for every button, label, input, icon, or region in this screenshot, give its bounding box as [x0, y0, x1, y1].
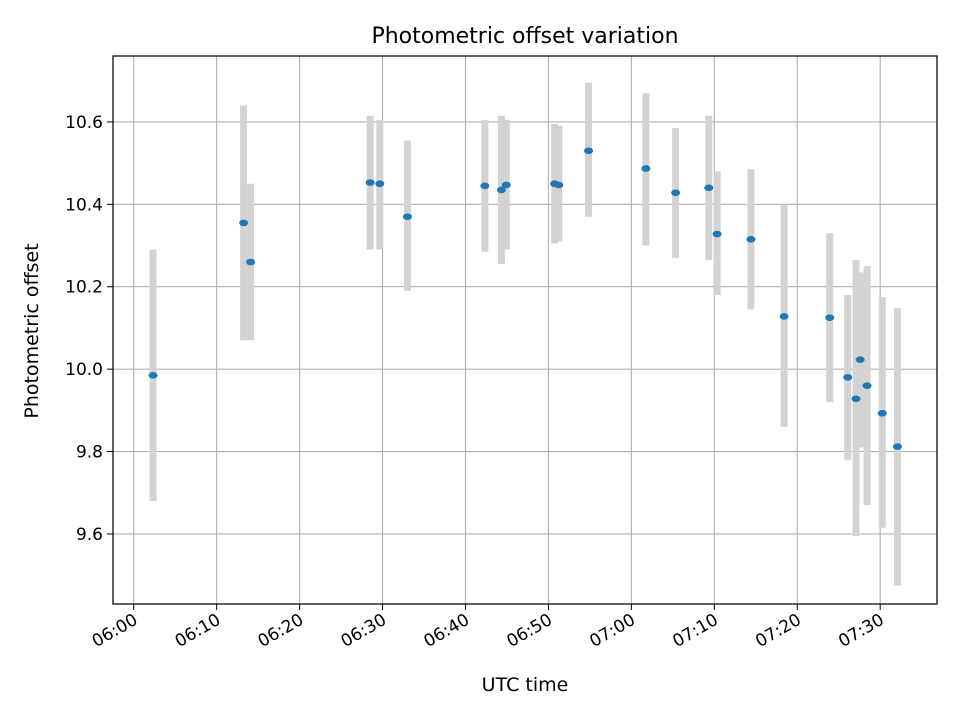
data-point: [496, 186, 506, 194]
data-point: [892, 443, 902, 450]
data-point: [671, 189, 681, 197]
y-tick-label: 9.8: [76, 443, 103, 463]
data-point: [365, 179, 375, 186]
data-markers: [148, 147, 902, 450]
data-point: [851, 395, 861, 403]
y-tick-label: 10.2: [65, 278, 103, 298]
data-point: [375, 180, 385, 188]
y-axis-label: Photometric offset: [21, 243, 43, 418]
data-point: [554, 181, 564, 189]
data-point: [712, 230, 722, 238]
data-point: [480, 182, 490, 190]
y-tick-label: 10.0: [65, 360, 103, 380]
y-tick-label: 10.6: [65, 113, 103, 133]
y-tick-label: 10.4: [65, 195, 103, 215]
data-point: [779, 313, 789, 320]
data-point: [843, 374, 853, 381]
data-point: [584, 147, 594, 155]
grid-lines: [113, 56, 937, 604]
plot-area-frame: [112, 55, 938, 605]
data-point: [877, 409, 887, 417]
data-point: [641, 165, 651, 172]
y-axis-ticks: 9.6 9.8 10.0 10.2 10.4 10.6: [65, 113, 113, 545]
data-point: [855, 356, 865, 363]
data-point: [746, 236, 756, 243]
data-point: [246, 258, 256, 266]
chart-title: Photometric offset variation: [371, 24, 678, 49]
x-axis-label: UTC time: [482, 674, 569, 696]
data-point: [501, 181, 511, 189]
data-point: [402, 213, 412, 220]
y-tick-label: 9.6: [76, 525, 103, 545]
data-point: [862, 382, 872, 389]
data-point: [825, 314, 835, 321]
data-point: [704, 184, 714, 192]
data-point: [148, 372, 158, 379]
data-point: [239, 219, 249, 227]
